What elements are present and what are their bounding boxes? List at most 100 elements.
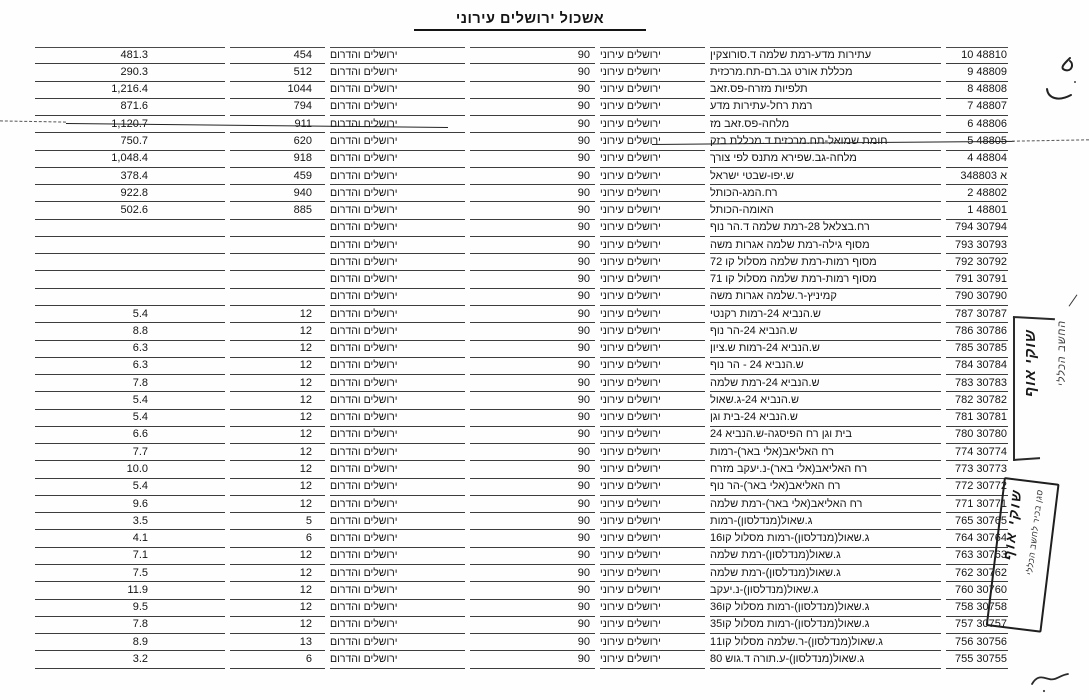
region-cell: ירושלים והדרום: [330, 202, 465, 220]
amount-cell: 1,048.4: [35, 151, 225, 168]
type-cell: ירושלים עירוני: [600, 151, 705, 168]
records-table: 481.3 454 ירושלים והדרום 90 ירושלים עירו…: [35, 47, 1008, 669]
fare-cell: 90: [470, 375, 595, 393]
route-name-cell: תלפיות מזרח-פס.זאב: [710, 82, 941, 99]
route-name-cell: ג.שאול(מנדלסון)-ר.שלמה מסלול קו11: [710, 634, 941, 652]
type-cell: ירושלים עירוני: [600, 634, 705, 652]
line-id-cell: 792 30792: [946, 254, 1008, 272]
type-cell: ירושלים עירוני: [600, 341, 705, 358]
line-id-cell: 764 30764: [946, 530, 1008, 548]
line-id-cell: 2 48802: [946, 185, 1008, 203]
region-cell: ירושלים והדרום: [330, 133, 465, 151]
table-row: 1,120.7 911 ירושלים והדרום 90 ירושלים עי…: [35, 116, 1008, 134]
approver-title-note: החשב הכללי: [1056, 320, 1068, 387]
line-id-cell: 782 30782: [946, 392, 1008, 410]
region-cell: ירושלים והדרום: [330, 289, 465, 306]
count-cell: 12: [230, 548, 325, 565]
region-cell: ירושלים והדרום: [330, 479, 465, 496]
fare-cell: 90: [470, 530, 595, 548]
line-id-cell: 1 48801: [946, 202, 1008, 220]
fare-cell: 90: [470, 220, 595, 237]
type-cell: ירושלים עירוני: [600, 185, 705, 203]
type-cell: ירושלים עירוני: [600, 461, 705, 479]
count-cell: [230, 271, 325, 289]
count-cell: 12: [230, 600, 325, 617]
region-cell: ירושלים והדרום: [330, 254, 465, 272]
amount-cell: 8.9: [35, 634, 225, 652]
table-row: 7.7 12 ירושלים והדרום 90 ירושלים עירוני …: [35, 444, 1008, 462]
region-cell: ירושלים והדרום: [330, 375, 465, 393]
fare-cell: 90: [470, 99, 595, 117]
line-id-cell: 760 30760: [946, 582, 1008, 600]
region-cell: ירושלים והדרום: [330, 600, 465, 617]
table-row: 378.4 459 ירושלים והדרום 90 ירושלים עירו…: [35, 168, 1008, 186]
region-cell: ירושלים והדרום: [330, 461, 465, 479]
count-cell: 12: [230, 323, 325, 341]
count-cell: 940: [230, 185, 325, 203]
region-cell: ירושלים והדרום: [330, 99, 465, 117]
region-cell: ירושלים והדרום: [330, 306, 465, 324]
count-cell: 12: [230, 479, 325, 496]
line-id-cell: 7 48807: [946, 99, 1008, 117]
count-cell: 12: [230, 461, 325, 479]
count-cell: 12: [230, 617, 325, 635]
fare-cell: 90: [470, 548, 595, 565]
type-cell: ירושלים עירוני: [600, 99, 705, 117]
table-row: 6.3 12 ירושלים והדרום 90 ירושלים עירוני …: [35, 358, 1008, 376]
fare-cell: 90: [470, 634, 595, 652]
line-id-cell: 784 30784: [946, 358, 1008, 376]
line-id-cell: 5 48805: [946, 133, 1008, 151]
count-cell: 12: [230, 392, 325, 410]
count-cell: 1044: [230, 82, 325, 99]
table-row: 7.5 12 ירושלים והדרום 90 ירושלים עירוני …: [35, 565, 1008, 583]
amount-cell: 7.7: [35, 444, 225, 462]
amount-cell: 481.3: [35, 47, 225, 65]
line-id-cell: 780 30780: [946, 427, 1008, 445]
amount-cell: [35, 271, 225, 289]
count-cell: 794: [230, 99, 325, 117]
route-name-cell: רח האליאב(אלי באר)-רמות: [710, 444, 941, 462]
route-name-cell: רמת רחל-עתירות מדע: [710, 99, 941, 117]
type-cell: ירושלים עירוני: [600, 220, 705, 237]
table-row: 8.9 13 ירושלים והדרום 90 ירושלים עירוני …: [35, 634, 1008, 652]
fare-cell: 90: [470, 651, 595, 669]
fare-cell: 90: [470, 306, 595, 324]
table-row: 7.8 12 ירושלים והדרום 90 ירושלים עירוני …: [35, 375, 1008, 393]
count-cell: 12: [230, 341, 325, 358]
table-row: 6.3 12 ירושלים והדרום 90 ירושלים עירוני …: [35, 341, 1008, 358]
line-id-cell: 793 30793: [946, 237, 1008, 255]
type-cell: ירושלים עירוני: [600, 600, 705, 617]
table-row: 9.6 12 ירושלים והדרום 90 ירושלים עירוני …: [35, 496, 1008, 514]
fare-cell: 90: [470, 461, 595, 479]
approver-signature: שוקי אוף: [1022, 329, 1039, 397]
region-cell: ירושלים והדרום: [330, 634, 465, 652]
type-cell: ירושלים עירוני: [600, 444, 705, 462]
amount-cell: 7.5: [35, 565, 225, 583]
strikethrough-margin-dash-right: [1011, 139, 1089, 142]
region-cell: ירושלים והדרום: [330, 548, 465, 565]
table-row: 6.6 12 ירושלים והדרום 90 ירושלים עירוני …: [35, 427, 1008, 445]
type-cell: ירושלים עירוני: [600, 271, 705, 289]
table-row: 3.5 5 ירושלים והדרום 90 ירושלים עירוני ג…: [35, 513, 1008, 531]
fare-cell: 90: [470, 47, 595, 65]
route-name-cell: רח האליאב(אלי באר)-נ.יעקב מזרח: [710, 461, 941, 479]
fare-cell: 90: [470, 64, 595, 82]
line-id-cell: 6 48806: [946, 116, 1008, 134]
type-cell: ירושלים עירוני: [600, 496, 705, 514]
region-cell: ירושלים והדרום: [330, 427, 465, 445]
count-cell: 6: [230, 530, 325, 548]
type-cell: ירושלים עירוני: [600, 548, 705, 565]
region-cell: ירושלים והדרום: [330, 617, 465, 635]
amount-cell: [35, 220, 225, 237]
region-cell: ירושלים והדרום: [330, 151, 465, 168]
amount-cell: 1,216.4: [35, 82, 225, 99]
line-id-cell: 755 30755: [946, 651, 1008, 669]
stamp-title-note: סגן בכיר לחשב הכללי: [1024, 488, 1045, 576]
table-row: 4.1 6 ירושלים והדרום 90 ירושלים עירוני ג…: [35, 530, 1008, 548]
line-id-cell: 10 48810: [946, 47, 1008, 65]
fare-cell: 90: [470, 254, 595, 272]
type-cell: ירושלים עירוני: [600, 565, 705, 583]
count-cell: 5: [230, 513, 325, 531]
fare-cell: 90: [470, 479, 595, 496]
amount-cell: [35, 289, 225, 306]
